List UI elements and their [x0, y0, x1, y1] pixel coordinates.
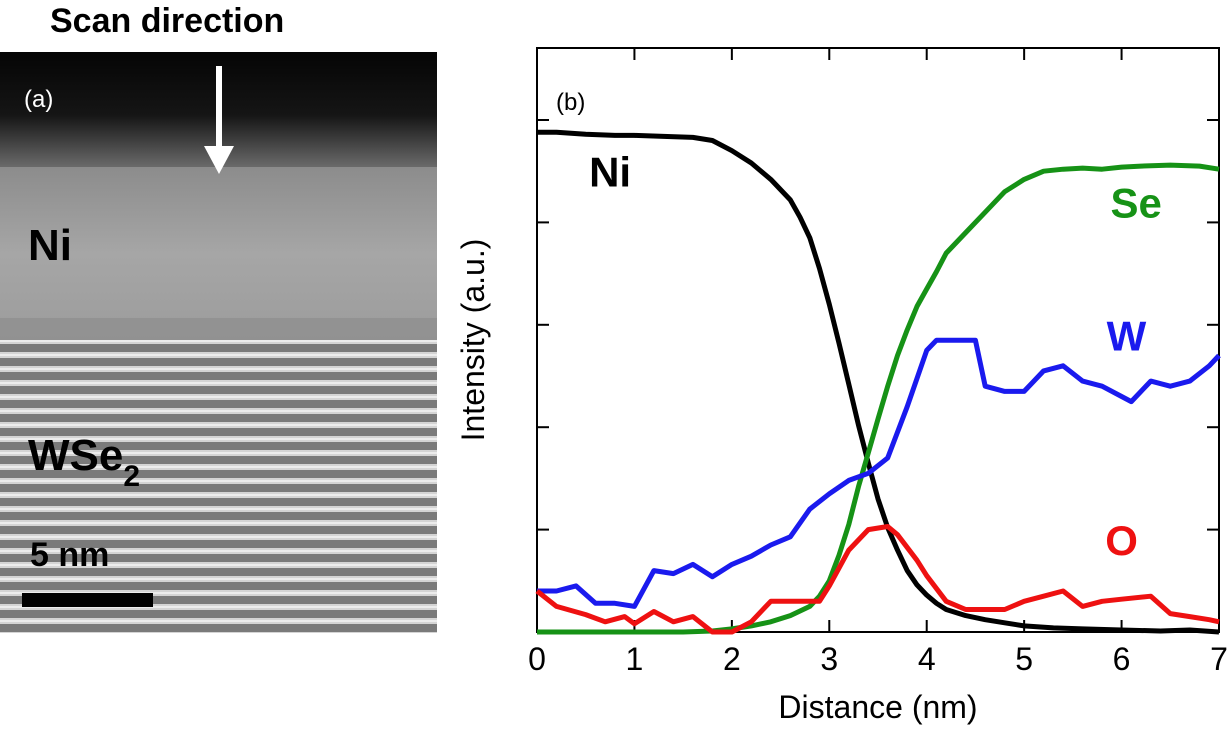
series-annotations: Ni Se W O [589, 149, 1162, 565]
scale-bar-label: 5 nm [30, 536, 109, 574]
x-axis-label: Distance (nm) [778, 689, 977, 725]
tem-image-panel: Scan direction (a) Ni WSe2 5 nm [0, 0, 440, 725]
x-tick-label: 1 [626, 641, 644, 677]
series-line-ni [537, 129, 1220, 635]
scan-arrow-icon [204, 66, 234, 174]
series-label-o: O [1105, 517, 1138, 564]
x-tick-label: 0 [528, 641, 546, 677]
axis-ticks: 0 1 2 3 4 5 6 7 [528, 48, 1228, 677]
wse2-layer-region [0, 340, 437, 633]
x-tick-label: 4 [918, 641, 936, 677]
x-tick-label: 6 [1113, 641, 1131, 677]
line-scan-chart-panel: 0 1 2 3 4 5 6 7 Ni Se W O (b) Distance (nm) Intens… [440, 0, 1231, 725]
wse2-main-text: WSe [28, 431, 123, 480]
scan-direction-title: Scan direction [50, 2, 284, 40]
panel-b-label: (b) [556, 89, 585, 116]
ni-layer-label: Ni [28, 221, 72, 270]
series-label-ni: Ni [589, 149, 631, 196]
series-label-w: W [1107, 312, 1147, 359]
y-axis-label: Intensity (a.u.) [455, 239, 491, 442]
series-label-se: Se [1110, 179, 1161, 226]
plot-frame [536, 47, 1220, 633]
wse2-layer-label: WSe2 [28, 431, 140, 493]
x-tick-label: 3 [820, 641, 838, 677]
tem-image-svg: Scan direction (a) Ni WSe2 5 nm [0, 2, 437, 633]
line-scan-chart: 0 1 2 3 4 5 6 7 Ni Se W O (b) Distance (nm) Intens… [455, 47, 1228, 725]
series-line-se [537, 162, 1220, 635]
ni-layer-region [0, 167, 437, 340]
scale-bar [22, 593, 153, 607]
ni-interface-band [0, 318, 437, 342]
series-line-w [537, 337, 1221, 609]
x-tick-label: 2 [723, 641, 741, 677]
series-line-o [535, 524, 1220, 635]
series-lines [535, 129, 1221, 635]
panel-a-label: (a) [24, 86, 53, 113]
wse2-subscript: 2 [123, 460, 140, 493]
x-tick-label: 5 [1015, 641, 1033, 677]
x-tick-label: 7 [1210, 641, 1228, 677]
